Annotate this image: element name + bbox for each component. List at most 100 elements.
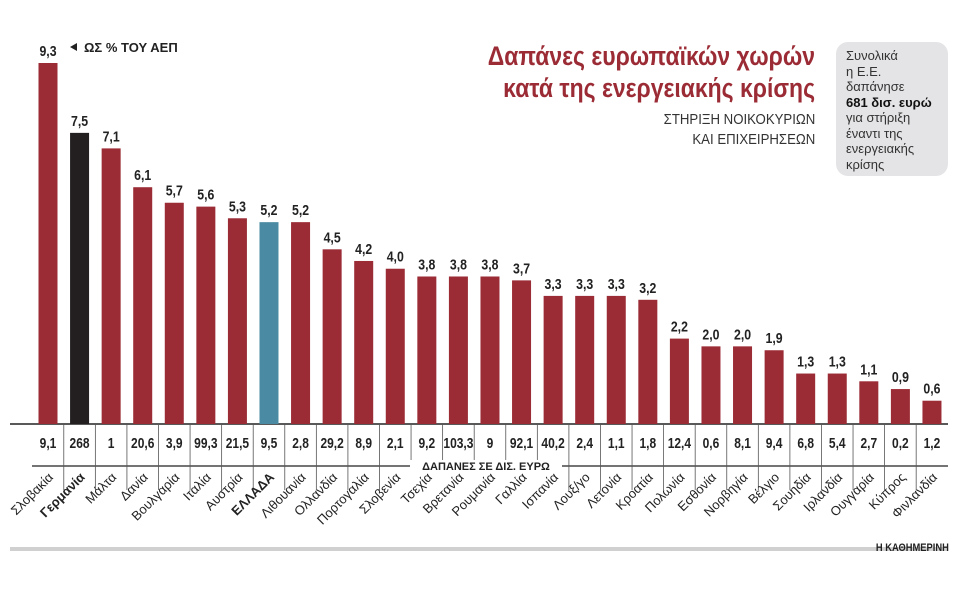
table-value: 9,1 xyxy=(40,435,57,452)
bar-value-label: 4,5 xyxy=(324,229,341,245)
bar-value-label: 3,7 xyxy=(513,260,530,276)
bar xyxy=(133,187,153,424)
bar xyxy=(859,381,879,424)
bar-value-label: 5,2 xyxy=(292,202,309,218)
table-value: 5,4 xyxy=(829,435,846,452)
note-line: η Ε.Ε. δαπάνησε xyxy=(846,63,905,95)
table-value: 1 xyxy=(108,435,115,452)
bar xyxy=(385,268,405,424)
table-value: 20,6 xyxy=(131,435,155,452)
bar-value-label: 3,2 xyxy=(639,280,656,296)
bar xyxy=(575,295,595,424)
table-value: 1,2 xyxy=(924,435,941,452)
bar-value-label: 1,3 xyxy=(797,353,814,369)
subtitle-line: ΣΤΗΡΙΞΗ ΝΟΙΚΟΚΥΡΙΩΝ xyxy=(663,111,815,128)
bar-value-label: 2,0 xyxy=(702,326,719,342)
table-value: 99,3 xyxy=(194,435,218,452)
value-unit-label: ΩΣ % ΤΟΥ ΑΕΠ xyxy=(84,40,178,55)
footer-rule xyxy=(10,547,948,551)
chart-title: Δαπάνες ευρωπαϊκών χωρών κατά της ενεργε… xyxy=(487,41,815,103)
bar-value-label: 5,6 xyxy=(197,187,214,203)
table-value: 92,1 xyxy=(510,435,534,452)
table-value: 0,6 xyxy=(703,435,720,452)
bar-value-label: 1,9 xyxy=(766,330,783,346)
table-value: 12,4 xyxy=(668,435,692,452)
bar xyxy=(890,389,910,424)
table-value: 1,8 xyxy=(639,435,656,452)
table-value: 9 xyxy=(487,435,494,452)
bar xyxy=(101,148,121,425)
bar-value-label: 4,0 xyxy=(387,249,404,265)
bar xyxy=(733,346,753,424)
table-value: 2,1 xyxy=(387,435,404,452)
note-line: ενεργειακής xyxy=(846,141,915,156)
bar-value-label: 0,9 xyxy=(892,369,909,385)
table-value: 8,1 xyxy=(734,435,751,452)
bar xyxy=(196,206,216,424)
table-value: 9,2 xyxy=(418,435,435,452)
bar-value-label: 5,3 xyxy=(229,198,246,214)
category-label: Μάλτα xyxy=(82,469,119,506)
bar-value-label: 3,3 xyxy=(545,276,562,292)
note-line: για στήριξη xyxy=(846,110,911,125)
bar xyxy=(764,350,784,424)
table-value: 3,9 xyxy=(166,435,183,452)
table-value: 21,5 xyxy=(226,435,250,452)
bar-value-label: 1,3 xyxy=(829,353,846,369)
bar xyxy=(480,276,500,424)
table-value: 9,5 xyxy=(261,435,278,452)
arrow-left-icon xyxy=(70,43,77,51)
bar xyxy=(796,373,816,424)
table-value: 2,8 xyxy=(292,435,309,452)
bar xyxy=(259,222,279,424)
bar-value-label: 2,2 xyxy=(671,318,688,334)
bar-value-label: 3,8 xyxy=(450,256,467,272)
subtitle-line: ΚΑΙ ΕΠΙΧΕΙΡΗΣΕΩΝ xyxy=(692,131,815,148)
bar xyxy=(227,218,247,424)
table-value: 103,3 xyxy=(443,435,473,452)
bar-value-label: 7,1 xyxy=(103,128,120,144)
bar xyxy=(606,295,626,424)
bar xyxy=(70,132,90,424)
bar xyxy=(701,346,721,424)
source-credit: Η ΚΑΘΗΜΕΡΙΝΗ xyxy=(876,542,949,554)
bar xyxy=(922,400,942,424)
bar xyxy=(669,338,689,424)
bar-value-label: 6,1 xyxy=(134,167,151,183)
table-label: ΔΑΠΑΝΕΣ ΣΕ ΔΙΣ. ΕΥΡΩ xyxy=(422,461,550,473)
bar xyxy=(448,276,468,424)
table-value: 8,9 xyxy=(355,435,372,452)
bar-value-label: 5,7 xyxy=(166,183,183,199)
bar xyxy=(512,280,532,424)
bar xyxy=(38,63,58,424)
note-line: κρίσης xyxy=(846,156,885,172)
bar xyxy=(638,299,658,424)
bar-value-label: 0,6 xyxy=(923,381,940,397)
bar-value-label: 2,0 xyxy=(734,326,751,342)
bar xyxy=(417,276,437,424)
bar xyxy=(543,295,563,424)
table-value: 1,1 xyxy=(608,435,625,452)
chart-subtitle: ΣΤΗΡΙΞΗ ΝΟΙΚΟΚΥΡΙΩΝ ΚΑΙ ΕΠΙΧΕΙΡΗΣΕΩΝ xyxy=(663,110,815,150)
bar-value-label: 7,5 xyxy=(71,113,88,129)
table-value: 6,8 xyxy=(797,435,814,452)
bar xyxy=(354,260,374,424)
bar-value-label: 5,2 xyxy=(260,202,277,218)
summary-note: Συνολικά η Ε.Ε. δαπάνησε 681 δισ. ευρώ γ… xyxy=(836,42,948,176)
bar-value-label: 3,8 xyxy=(481,256,498,272)
bar-value-label: 3,3 xyxy=(576,276,593,292)
bar xyxy=(164,202,184,424)
table-value: 2,4 xyxy=(576,435,593,452)
bar-value-label: 4,2 xyxy=(355,241,372,257)
bar xyxy=(827,373,847,424)
bar-value-label: 3,3 xyxy=(608,276,625,292)
table-value: 9,4 xyxy=(766,435,783,452)
table-value: 40,2 xyxy=(541,435,565,452)
note-total: 681 δισ. ευρώ xyxy=(846,94,932,110)
bar-value-label: 9,3 xyxy=(39,43,56,59)
bar xyxy=(291,222,311,424)
table-value: 29,2 xyxy=(320,435,344,452)
note-line: Συνολικά xyxy=(846,48,898,63)
note-line: έναντι της xyxy=(846,125,903,141)
